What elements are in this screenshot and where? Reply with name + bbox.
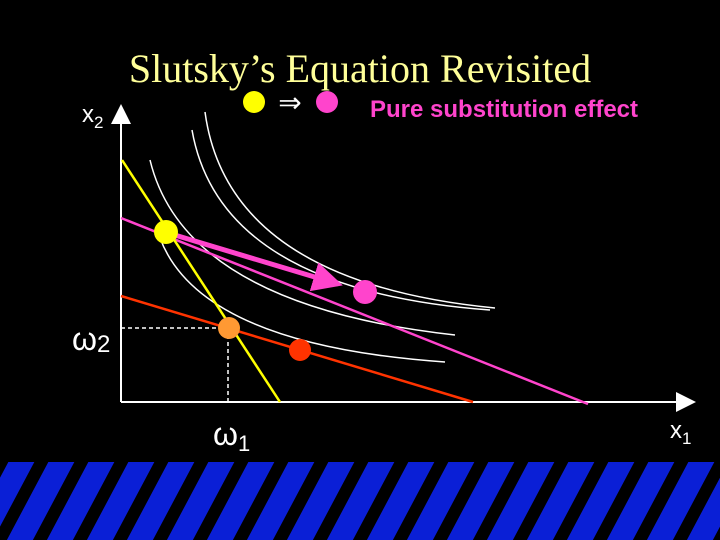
substitution-choice [353, 280, 377, 304]
slide-title: Slutsky’s Equation Revisited [129, 46, 591, 91]
endowment-point [218, 317, 240, 339]
indifference-curve [204, 111, 496, 309]
original-choice [154, 220, 178, 244]
yellow-budget-line [120, 159, 282, 403]
legend-label: Pure substitution effect [370, 96, 638, 123]
decorative-band [0, 462, 720, 540]
indifference-curve [191, 129, 491, 311]
indifference-curve [159, 237, 446, 363]
endowment-y-label: ω2 [72, 321, 110, 358]
endowment-x-label: ω1 [213, 416, 250, 456]
legend-yellow-dot [243, 91, 265, 113]
substitution-arrow [167, 230, 343, 292]
final-choice [289, 339, 311, 361]
y-axis-label: x2 [82, 101, 103, 132]
pink-budget-line [120, 216, 589, 406]
legend-pink-dot [316, 91, 338, 113]
x-axis-label: x1 [670, 417, 691, 448]
legend-arrow: ⇒ [278, 87, 301, 118]
